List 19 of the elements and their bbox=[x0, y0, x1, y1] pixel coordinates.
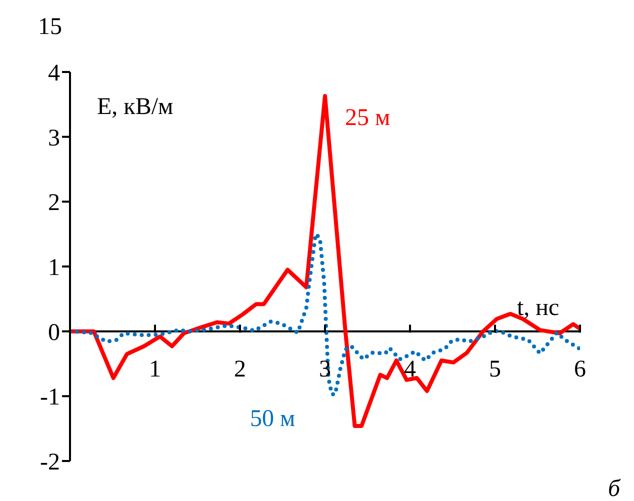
text: 15 bbox=[38, 14, 62, 40]
y-tick-label: -1 bbox=[40, 384, 60, 411]
y-tick-label: 4 bbox=[48, 60, 60, 87]
x-tick-label: 4 bbox=[404, 356, 416, 383]
series-label: 25 м bbox=[345, 105, 390, 131]
x-tick-label: 1 bbox=[149, 356, 161, 383]
x-axis-title: t, нс bbox=[517, 295, 560, 321]
y-tick-label: 1 bbox=[48, 255, 60, 282]
y-tick-label: 2 bbox=[48, 190, 60, 216]
y-tick-label: 3 bbox=[48, 125, 60, 152]
y-axis-title: E, кВ/м bbox=[97, 94, 174, 120]
text: б bbox=[608, 476, 621, 501]
x-tick-label: 5 bbox=[489, 356, 501, 383]
x-tick-label: 3 bbox=[319, 356, 331, 383]
y-tick-label: 0 bbox=[48, 320, 60, 346]
y-tick-label: -2 bbox=[40, 450, 60, 476]
series-label: 50 м bbox=[250, 406, 296, 432]
x-tick-label: 2 bbox=[234, 356, 246, 383]
x-tick-label: 6 bbox=[574, 356, 586, 383]
